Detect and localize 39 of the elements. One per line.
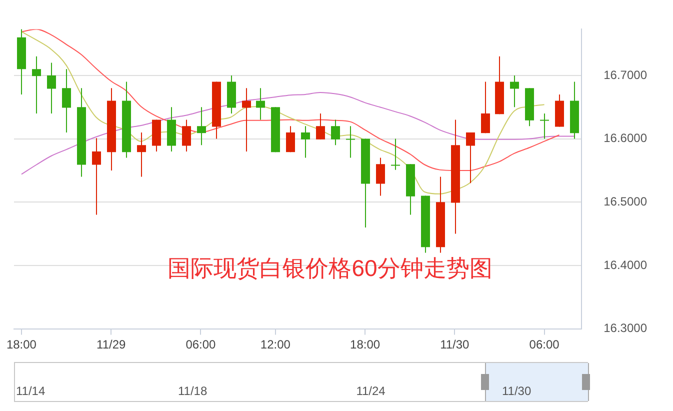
candlestick (256, 88, 265, 120)
x-tick-label: 18:00 (6, 337, 37, 352)
candlestick (466, 132, 475, 184)
x-tick-label: 06:00 (186, 337, 216, 352)
candlestick (346, 126, 355, 158)
candlestick (286, 126, 295, 153)
text: 11/14 (16, 384, 46, 398)
candlestick (47, 62, 56, 114)
x-tick-label: 18:00 (350, 337, 380, 352)
y-tick-label: 16.3000 (604, 321, 648, 336)
candlestick (62, 68, 71, 133)
candlestick (137, 132, 146, 178)
x-tick-label: 11/30 (440, 337, 470, 352)
candlestick (481, 81, 490, 134)
line-series (20, 29, 560, 171)
candlestick (242, 88, 251, 152)
y-tick-label: 16.6000 (604, 131, 648, 146)
candlestick (182, 119, 191, 152)
candlestick (197, 106, 206, 146)
candlestick (301, 126, 310, 158)
text: 国际现货白银价格60分钟走势图 (166, 254, 494, 283)
text: 11/18 (178, 384, 208, 398)
candlestick (391, 138, 400, 170)
candlestick (331, 119, 340, 146)
candlestick (510, 74, 519, 108)
y-tick-label: 16.4000 (604, 258, 648, 272)
line-series (20, 92, 575, 175)
y-tick-label: 16.5000 (604, 194, 648, 208)
text: 11/24 (356, 384, 386, 398)
text: 11/30 (502, 384, 532, 398)
candlestick (92, 138, 101, 216)
x-tick-label: 12:00 (260, 337, 291, 352)
candlestick (540, 112, 549, 140)
x-tick-label: 06:00 (529, 337, 560, 352)
x-tick-label: 11/29 (96, 337, 126, 352)
candlestick (316, 112, 325, 140)
candlestick (376, 157, 385, 196)
candlestick (32, 56, 41, 114)
y-tick-label: 16.7000 (604, 68, 648, 82)
